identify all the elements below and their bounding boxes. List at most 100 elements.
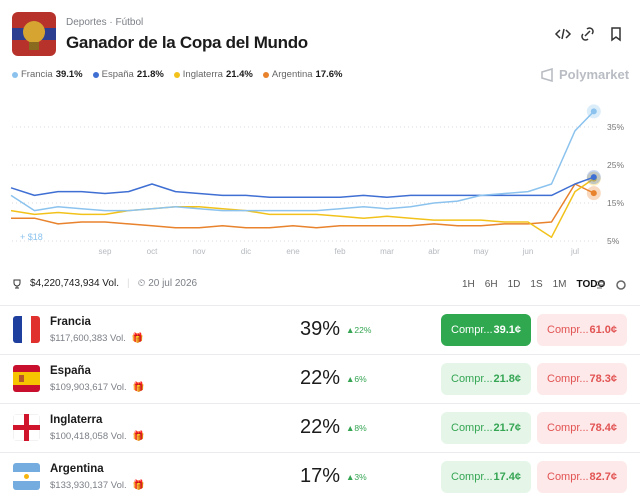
stats: $4,220,743,934 Vol. | ⏲ 20 jul 2026 xyxy=(12,278,197,289)
buy-button[interactable]: Compr... 21.7¢ xyxy=(441,412,531,444)
outcome-percent: 22% xyxy=(299,367,341,389)
breadcrumb: Deportes · Fútbol xyxy=(66,17,144,28)
timeframe-button[interactable]: 1D xyxy=(507,279,521,290)
timeframe-button[interactable]: 1H xyxy=(462,279,475,290)
change-arrow: ▲ xyxy=(346,472,355,482)
change-arrow: ▲ xyxy=(346,423,355,433)
buy-label: Compr... xyxy=(451,422,493,434)
legend-name: España xyxy=(101,69,134,80)
legend-item: España 21.8% xyxy=(92,69,164,80)
sell-price: 78.4¢ xyxy=(589,422,617,434)
series-line xyxy=(10,110,595,212)
outcome-name: Francia xyxy=(50,316,91,328)
sell-button[interactable]: Compr... 61.0¢ xyxy=(537,314,627,346)
legend-dot xyxy=(12,71,18,78)
change-text: 6% xyxy=(354,374,367,384)
legend-name: Inglaterra xyxy=(182,69,223,80)
bookmark-icon[interactable] xyxy=(611,27,621,42)
buy-price: 21.8¢ xyxy=(493,373,521,385)
y-tick-label: 35% xyxy=(607,122,624,132)
x-tick-label: may xyxy=(473,247,488,256)
series-line xyxy=(11,183,595,229)
legend-item: Argentina 17.6% xyxy=(262,69,343,80)
x-tick-label: feb xyxy=(334,247,346,256)
series-line xyxy=(10,178,595,238)
outcome-row: Argentina $133,930,137 Vol. 🎁 17% ▲3% Compr..… xyxy=(0,452,640,502)
timeframe-button[interactable]: 6H xyxy=(484,279,498,290)
sell-label: Compr... xyxy=(547,373,589,385)
timeframe-button[interactable]: 1M xyxy=(552,279,567,290)
outcome-name: España xyxy=(50,365,91,377)
outcome-volume: $117,600,383 Vol. 🎁 xyxy=(50,333,144,344)
legend: Francia 39.1% España 21.8% Inglaterra 21.4% Ar… xyxy=(12,69,342,80)
gift-icon: 🎁 xyxy=(132,382,145,393)
sell-price: 82.7¢ xyxy=(589,471,617,483)
legend-name: Argentina xyxy=(271,69,313,80)
sell-button[interactable]: Compr... 78.4¢ xyxy=(537,412,627,444)
settings-icon[interactable] xyxy=(616,280,626,290)
flag-part xyxy=(19,375,24,382)
change-text: 8% xyxy=(354,423,367,433)
legend-value: 17.6% xyxy=(315,69,343,80)
timeframe-button[interactable]: TODO xyxy=(576,279,606,290)
buy-label: Compr... xyxy=(451,324,493,336)
x-tick-label: oct xyxy=(147,247,158,256)
link-icon[interactable] xyxy=(581,27,594,41)
outcome-row: España $109,903,617 Vol. 🎁 22% ▲6% Compr... 21… xyxy=(0,354,640,404)
flag-part xyxy=(13,372,40,385)
buy-button[interactable]: Compr... 39.1¢ xyxy=(441,314,531,346)
timeframe-button[interactable]: 1S xyxy=(530,279,543,290)
breadcrumb-item[interactable]: Fútbol xyxy=(115,17,144,28)
end-date: ⏲ 20 jul 2026 xyxy=(137,278,198,289)
sell-label: Compr... xyxy=(547,471,589,483)
gift-icon: 🎁 xyxy=(132,431,145,442)
outcome-change: ▲6% xyxy=(346,374,367,384)
timeframes: 1H 6H 1D 1S 1M TODO xyxy=(452,279,605,290)
change-text: 22% xyxy=(354,325,372,335)
x-tick-label: abr xyxy=(428,247,440,256)
end-date-text: 20 jul 2026 xyxy=(148,278,198,289)
y-tick-label: 5% xyxy=(607,236,620,246)
flag-part xyxy=(13,463,40,472)
flag-part xyxy=(13,481,40,490)
series-line xyxy=(10,176,595,199)
outcome-volume: $133,930,137 Vol. 🎁 xyxy=(50,480,144,491)
x-tick-label: nov xyxy=(193,247,206,256)
x-tick-label: ene xyxy=(286,247,300,256)
outcome-volume: $109,903,617 Vol. 🎁 xyxy=(50,382,144,393)
x-tick-label: jul xyxy=(570,247,579,256)
volume-text: $100,418,058 Vol. xyxy=(50,431,127,442)
legend-item: Francia 39.1% xyxy=(12,69,83,80)
x-tick-label: sep xyxy=(99,247,112,256)
flag xyxy=(13,365,40,392)
legend-value: 21.8% xyxy=(136,69,164,80)
outcome-percent: 22% xyxy=(299,416,341,438)
buy-button[interactable]: Compr... 21.8¢ xyxy=(441,363,531,395)
change-arrow: ▲ xyxy=(346,374,355,384)
buy-price: 21.7¢ xyxy=(493,422,521,434)
change-text: 3% xyxy=(354,472,367,482)
legend-dot xyxy=(262,71,269,78)
flag xyxy=(13,414,40,441)
outcome-change: ▲3% xyxy=(346,472,367,482)
annotation: + $18 xyxy=(20,232,43,242)
y-tick-label: 25% xyxy=(607,160,624,170)
flag xyxy=(13,463,40,490)
outcome-change: ▲8% xyxy=(346,423,367,433)
sell-button[interactable]: Compr... 78.3¢ xyxy=(537,363,627,395)
breadcrumb-item[interactable]: Deportes xyxy=(66,17,107,28)
end-point xyxy=(590,174,597,181)
total-volume: $4,220,743,934 Vol. xyxy=(30,278,119,289)
outcome-name: Argentina xyxy=(50,463,104,475)
brand-logo xyxy=(541,67,553,82)
filter-icon[interactable] xyxy=(597,281,605,289)
price-chart: 5% 15% 25% 35% sep oct nov dic ene feb mar abr may ju… xyxy=(10,104,624,256)
sell-button[interactable]: Compr... 82.7¢ xyxy=(537,461,627,493)
flag-part xyxy=(13,425,40,430)
buy-price: 17.4¢ xyxy=(493,471,521,483)
gift-icon: 🎁 xyxy=(132,480,145,491)
embed-icon[interactable] xyxy=(554,28,572,40)
outcome-volume: $100,418,058 Vol. 🎁 xyxy=(50,431,144,442)
buy-button[interactable]: Compr... 17.4¢ xyxy=(441,461,531,493)
